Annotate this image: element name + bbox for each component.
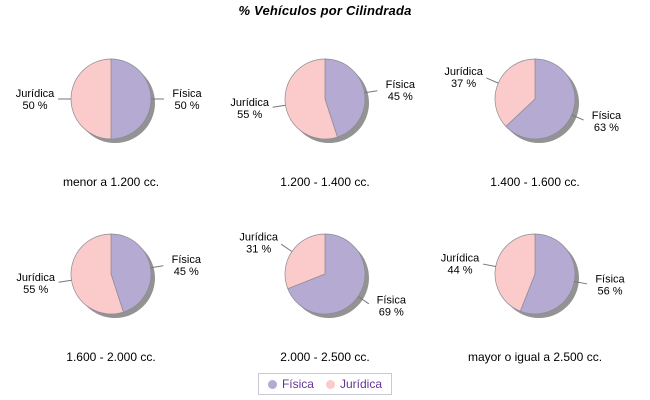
leader-line-fisica <box>574 281 588 285</box>
slice-pct-juridica: 55 % <box>237 109 262 121</box>
legend-label-juridica: Jurídica <box>339 377 383 391</box>
slice-name-fisica: Física <box>592 110 622 122</box>
slice-name-fisica: Física <box>172 88 202 100</box>
pie-cell: Física 45 % Jurídica 55 % 1.600 - 2.000 cc. <box>3 218 219 378</box>
pie-slice-juridica <box>70 58 112 140</box>
pie-slice-fisica <box>519 233 576 315</box>
slice-pct-juridica: 37 % <box>451 78 476 90</box>
leader-line-juridica <box>58 279 72 283</box>
slice-pct-juridica: 55 % <box>23 284 48 296</box>
pie-slice-fisica <box>110 233 152 313</box>
slice-pct-juridica: 50 % <box>22 100 47 112</box>
slice-name-fisica: Física <box>377 295 407 307</box>
slice-pct-fisica: 45 % <box>174 266 199 278</box>
pie-cell: Física 56 % Jurídica 44 % mayor o igual a 2… <box>427 218 643 378</box>
legend-marker-fisica <box>267 379 277 389</box>
legend-item-juridica: Jurídica <box>325 377 383 391</box>
pie-slice-juridica <box>284 233 326 290</box>
slice-name-juridica: Jurídica <box>230 97 269 109</box>
legend-item-fisica: Física <box>267 377 314 391</box>
slice-pct-juridica: 44 % <box>447 265 472 277</box>
slice-name-fisica: Física <box>595 274 625 286</box>
pie-slice-juridica <box>70 233 124 315</box>
slice-name-juridica: Jurídica <box>239 232 278 244</box>
leader-line-juridica <box>486 77 499 84</box>
pie-caption: 1.400 - 1.600 cc. <box>490 175 580 189</box>
slice-pct-fisica: 69 % <box>379 307 404 319</box>
pie-slice-juridica <box>284 58 338 140</box>
pie-cell: Física 45 % Jurídica 55 % 1.200 - 1.400 cc. <box>217 43 433 203</box>
legend-label-fisica: Física <box>281 377 314 391</box>
chart-title: % Vehículos por Cilindrada <box>238 3 412 18</box>
leader-line-juridica <box>272 104 286 108</box>
slice-pct-fisica: 63 % <box>594 122 619 134</box>
slice-name-juridica: Jurídica <box>16 88 55 100</box>
legend: Física Jurídica <box>257 373 393 395</box>
slice-name-juridica: Jurídica <box>16 272 55 284</box>
leader-line-fisica <box>364 90 378 94</box>
pie-slice-juridica <box>494 233 536 312</box>
slice-pct-juridica: 31 % <box>246 244 271 256</box>
slice-name-fisica: Física <box>386 79 416 91</box>
pie-cell: Física 69 % Jurídica 31 % 2.000 - 2.500 cc. <box>217 218 433 378</box>
slice-name-fisica: Física <box>172 254 202 266</box>
pie-slice-juridica <box>494 58 536 127</box>
slice-pct-fisica: 50 % <box>174 100 199 112</box>
pie-caption: 2.000 - 2.500 cc. <box>280 350 370 364</box>
leader-line-juridica <box>280 243 293 252</box>
pie-caption: 1.200 - 1.400 cc. <box>280 175 370 189</box>
pie-caption: 1.600 - 2.000 cc. <box>66 350 156 364</box>
leader-line-fisica <box>571 114 584 121</box>
pie-slice-fisica <box>287 233 366 315</box>
slice-name-juridica: Jurídica <box>441 253 480 265</box>
pie-cell: Física 50 % Jurídica 50 % menor a 1.200 cc. <box>3 43 219 203</box>
leader-line-fisica <box>357 296 370 305</box>
slice-pct-fisica: 56 % <box>597 286 622 298</box>
legend-wrap: Física Jurídica <box>0 373 650 395</box>
pie-caption: mayor o igual a 2.500 cc. <box>467 350 603 364</box>
pie-slice-fisica <box>324 58 366 138</box>
leader-line-juridica <box>482 263 496 267</box>
slice-name-juridica: Jurídica <box>444 66 483 78</box>
pie-slice-fisica <box>505 58 576 140</box>
pie-caption: menor a 1.200 cc. <box>62 175 160 189</box>
pie-cell: Física 63 % Jurídica 37 % 1.400 - 1.600 cc. <box>427 43 643 203</box>
leader-line-fisica <box>150 265 164 269</box>
slice-pct-fisica: 45 % <box>388 91 413 103</box>
legend-marker-juridica <box>325 379 335 389</box>
